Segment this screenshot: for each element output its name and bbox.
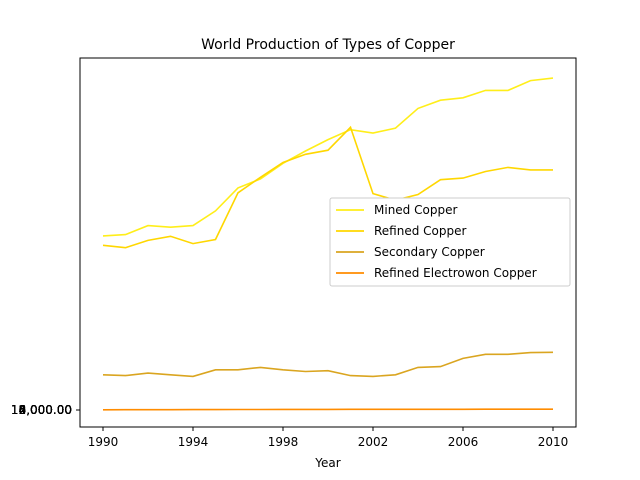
x-tick-label-1: 1994 — [178, 435, 209, 449]
series-line-2 — [102, 351, 554, 378]
legend-box — [329, 197, 571, 287]
x-axis-label: Year — [314, 456, 340, 470]
y-tick-label-5: 12,000.00 — [11, 403, 72, 417]
y-tick-label-1: 4,000.00 — [19, 403, 72, 417]
y-tick-label-7: 16,000.00 — [11, 403, 72, 417]
y-tick-label-3: 8,000.00 — [19, 403, 72, 417]
legend-label-3: Refined Electrowon Copper — [374, 266, 537, 280]
plot-frame — [79, 57, 577, 428]
legend-label-1: Refined Copper — [374, 224, 466, 238]
x-tick-label-0: 1990 — [88, 435, 119, 449]
x-tick-label-2: 1998 — [268, 435, 299, 449]
x-tick-label-3: 2002 — [358, 435, 389, 449]
y-tick-label-0: 2,000.00 — [19, 403, 72, 417]
x-tick-label-4: 2006 — [448, 435, 479, 449]
y-tick-label-2: 6,000.00 — [19, 403, 72, 417]
y-tick-label-4: 10,000.00 — [11, 403, 72, 417]
legend: Mined Copper Refined Copper Secondary Copp… — [329, 197, 571, 287]
series-line-1 — [102, 125, 553, 249]
y-tick-label-6: 14,000.00 — [11, 403, 72, 417]
y-axis-ticks: 2,000.004,000.006,000.008,000.0010,000.0… — [11, 403, 80, 417]
series-line-0 — [102, 77, 554, 237]
chart-title: World Production of Types of Copper — [201, 37, 455, 53]
series-layer — [102, 77, 554, 411]
legend-label-0: Mined Copper — [374, 203, 457, 217]
x-axis-ticks: 1990 1994 1998 2002 2006 2010 — [88, 427, 569, 449]
legend-label-2: Secondary Copper — [374, 245, 485, 259]
plot-area — [79, 57, 577, 428]
x-tick-label-5: 2010 — [538, 435, 569, 449]
series-line-3 — [102, 408, 553, 411]
